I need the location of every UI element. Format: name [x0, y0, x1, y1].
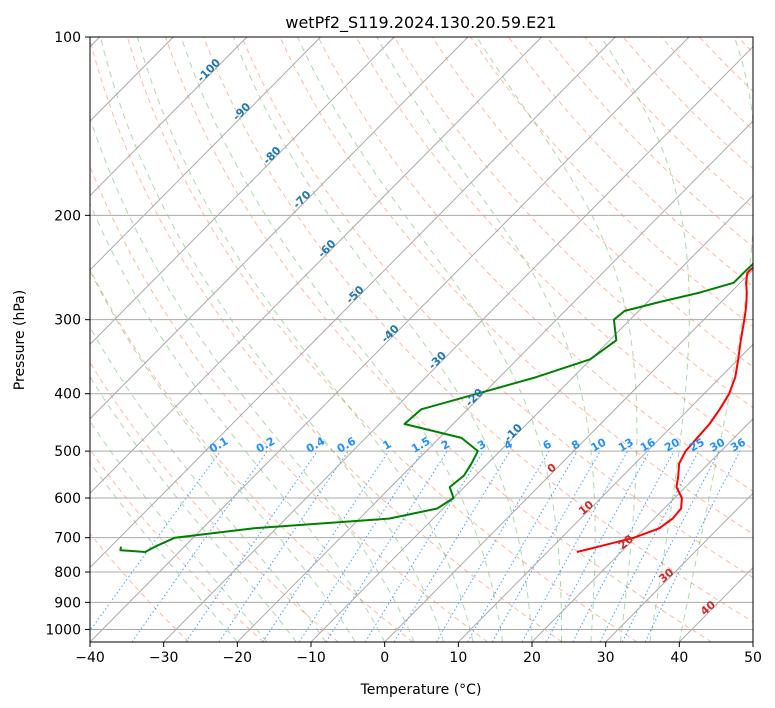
x-tick-label: 10: [449, 650, 467, 666]
isotherm-line: [384, 269, 753, 642]
mixing-ratio-line: [185, 450, 318, 642]
x-tick-label: 0: [380, 650, 389, 666]
x-tick-label: 50: [744, 650, 762, 666]
moist-adiabat: [90, 326, 327, 642]
x-tick-label: 40: [670, 650, 688, 666]
y-tick-label: 900: [54, 595, 81, 611]
moist-adiabat: [376, 37, 596, 642]
mixing-ratio-line: [262, 450, 390, 642]
dry-adiabat: [126, 37, 638, 642]
moist-adiabat: [90, 116, 415, 642]
mixing-ratio-line: [521, 450, 629, 642]
moist-adiabat: [99, 37, 445, 642]
dry-adiabat: [470, 37, 753, 328]
isotherm-line: [236, 120, 753, 642]
y-tick-label: 400: [54, 387, 81, 403]
moist-adiabat: [90, 375, 297, 642]
y-tick-label: 300: [54, 313, 81, 329]
isotherm-line: [163, 46, 753, 642]
dewpoint-line: [119, 262, 753, 553]
x-tick-label: −30: [149, 650, 179, 666]
mixing-ratio-line: [364, 450, 484, 642]
dry-adiabat: [165, 37, 712, 642]
isotherm-line: [90, 37, 616, 569]
isotherm-line: [90, 37, 690, 642]
temperature-line: [576, 266, 753, 553]
isotherm-line: [90, 37, 248, 197]
x-tick-label: 20: [523, 650, 541, 666]
mixing-ratio-line: [298, 450, 423, 642]
plot-frame: [89, 36, 754, 643]
moist-adiabat: [137, 37, 474, 642]
y-tick-label: 100: [54, 30, 81, 46]
moist-adiabat: [233, 37, 533, 642]
moist-adiabat: [90, 420, 268, 642]
moist-adiabat: [90, 202, 386, 642]
isotherm-line: [310, 194, 753, 642]
y-axis-ticks: 100 200 300 400 500 600 700 800 900 1000: [45, 30, 90, 638]
mixing-ratio-line: [621, 450, 720, 642]
y-tick-label: 800: [54, 565, 81, 581]
isotherm-line: [457, 343, 753, 642]
y-tick-label: 1000: [45, 622, 81, 638]
isotherm-line: [605, 492, 753, 642]
mixing-ratio-line: [325, 450, 448, 642]
isotherm-line: [90, 37, 469, 420]
gridlines: [90, 37, 753, 642]
dry-adiabat: [317, 37, 753, 493]
isotherm-line: [90, 37, 542, 494]
y-tick-label: 700: [54, 531, 81, 547]
mixing-ratio-line: [218, 450, 349, 642]
dry-adiabat: [355, 37, 753, 450]
background-lines: [90, 37, 753, 642]
x-tick-label: 30: [597, 650, 615, 666]
mixing-ratio-line: [393, 450, 511, 642]
y-tick-label: 500: [54, 444, 81, 460]
moist-adiabat: [297, 37, 562, 642]
mixing-ratio-line: [644, 450, 741, 642]
isotherm-line: [90, 37, 395, 346]
moist-adiabat: [90, 461, 238, 642]
mixing-ratio-line: [90, 450, 221, 632]
y-axis-label: Pressure (hPa): [12, 290, 28, 390]
y-tick-label: 600: [54, 491, 81, 507]
x-axis-ticks: −40 −30 −20 −10 0 10 20 30 40 50: [75, 642, 762, 666]
x-tick-label: −10: [296, 650, 326, 666]
chart-title: wetPf2_S119.2024.130.20.59.E21: [285, 13, 556, 33]
x-tick-label: −20: [223, 650, 253, 666]
dry-adiabat: [90, 38, 563, 642]
x-axis-label: Temperature (°C): [360, 682, 482, 698]
mixing-ratio-line: [545, 450, 651, 642]
moist-adiabat: [476, 37, 638, 642]
y-tick-label: 200: [54, 208, 81, 224]
x-tick-label: −40: [75, 650, 105, 666]
dry-adiabat: [90, 361, 339, 642]
moist-adiabat: [678, 37, 753, 642]
isotherm-line: [531, 418, 753, 642]
dry-adiabat: [90, 532, 190, 642]
moist-adiabat: [90, 269, 356, 642]
isotherm-line: [90, 37, 321, 271]
dry-adiabat: [90, 164, 488, 642]
sounding-series: [119, 262, 753, 553]
mixing-ratio-line: [572, 450, 675, 642]
moist-adiabat: [600, 37, 690, 642]
